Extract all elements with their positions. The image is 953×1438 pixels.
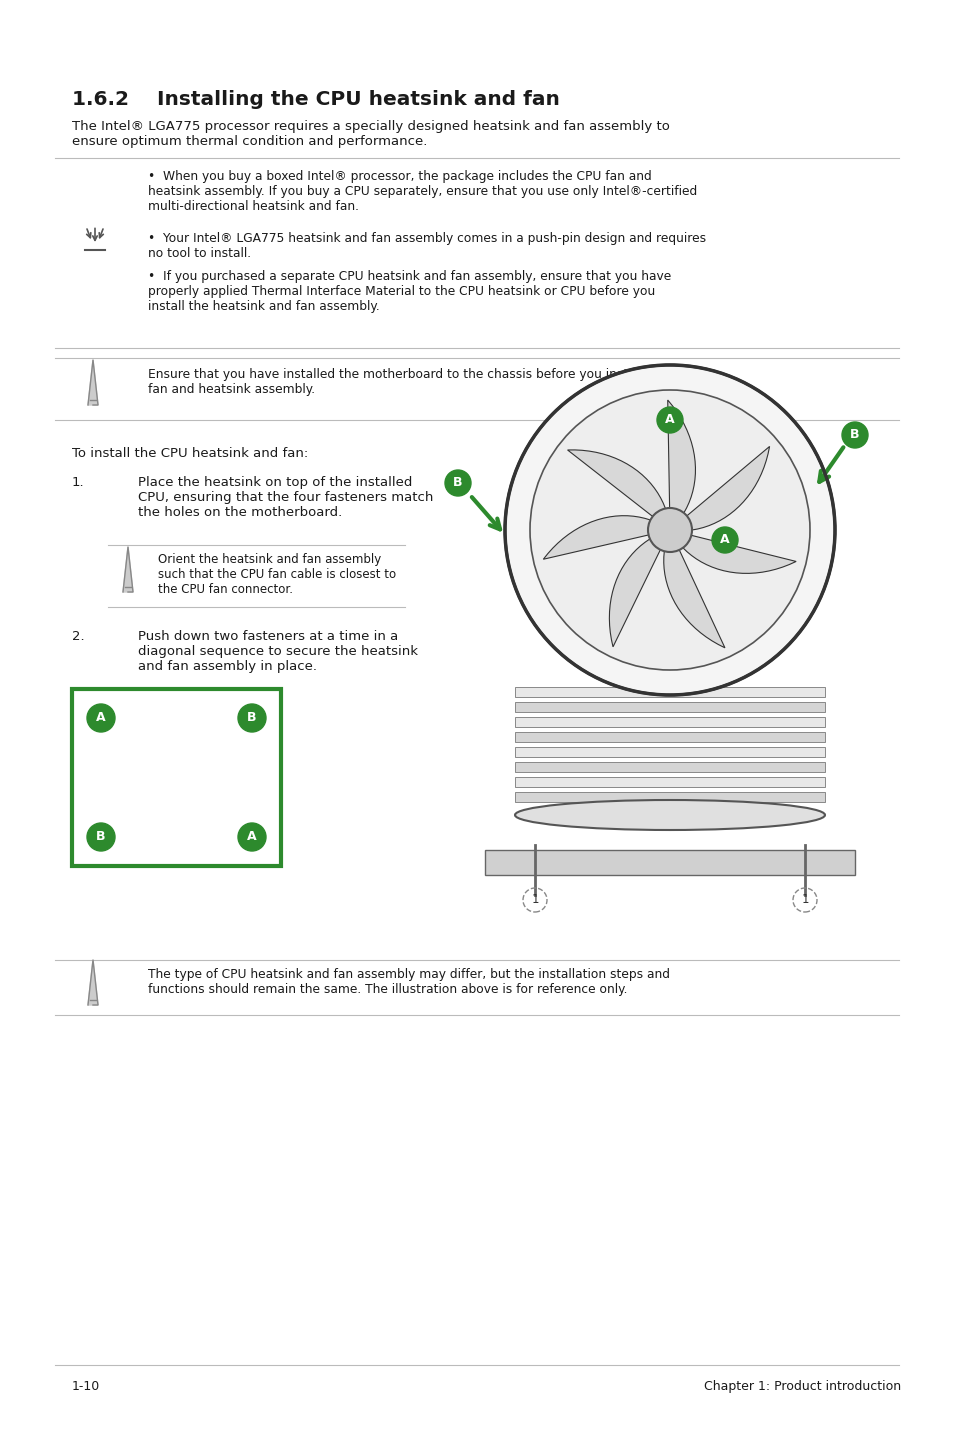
Bar	[515, 702, 824, 712]
Text: The type of CPU heatsink and fan assembly may differ, but the installation steps: The type of CPU heatsink and fan assembl…	[148, 968, 669, 997]
Polygon shape	[686, 446, 769, 531]
Text: To install the CPU heatsink and fan:: To install the CPU heatsink and fan:	[71, 447, 308, 460]
Text: •  Your Intel® LGA775 heatsink and fan assembly comes in a push-pin design and r: • Your Intel® LGA775 heatsink and fan as…	[148, 232, 705, 260]
Text: 1-10: 1-10	[71, 1380, 100, 1393]
Circle shape	[647, 508, 691, 552]
Text: Chapter 1: Product introduction: Chapter 1: Product introduction	[703, 1380, 901, 1393]
Circle shape	[87, 705, 115, 732]
Text: A: A	[720, 533, 729, 546]
Text: •  If you purchased a separate CPU heatsink and fan assembly, ensure that you ha: • If you purchased a separate CPU heatsi…	[148, 270, 671, 313]
Text: Place the heatsink on top of the installed
CPU, ensuring that the four fasteners: Place the heatsink on top of the install…	[138, 476, 433, 519]
Polygon shape	[609, 539, 659, 647]
Circle shape	[504, 365, 834, 695]
Circle shape	[237, 823, 266, 851]
Circle shape	[444, 470, 471, 496]
Polygon shape	[88, 360, 98, 406]
Polygon shape	[123, 546, 132, 592]
Text: A: A	[96, 712, 106, 725]
Text: A: A	[664, 414, 674, 427]
Text: The Intel® LGA775 processor requires a specially designed heatsink and fan assem: The Intel® LGA775 processor requires a s…	[71, 119, 669, 148]
Circle shape	[530, 390, 809, 670]
Text: B: B	[96, 831, 106, 844]
Polygon shape	[543, 516, 650, 559]
Text: •  When you buy a boxed Intel® processor, the package includes the CPU fan and
h: • When you buy a boxed Intel® processor,…	[148, 170, 697, 213]
Bar	[484, 850, 854, 874]
Text: 2.: 2.	[71, 630, 84, 643]
Text: 1: 1	[801, 893, 808, 906]
Text: B: B	[247, 712, 256, 725]
Bar	[515, 732, 824, 742]
Polygon shape	[663, 549, 724, 649]
Circle shape	[237, 705, 266, 732]
Circle shape	[657, 407, 682, 433]
Circle shape	[841, 421, 867, 449]
Text: Ensure that you have installed the motherboard to the chassis before you install: Ensure that you have installed the mothe…	[148, 368, 695, 395]
Bar	[515, 718, 824, 728]
Bar	[515, 746, 824, 756]
Text: B: B	[849, 429, 859, 441]
Bar	[515, 687, 824, 697]
Text: B: B	[453, 476, 462, 489]
Ellipse shape	[515, 800, 824, 830]
Polygon shape	[88, 961, 98, 1005]
Text: 1: 1	[531, 893, 538, 906]
Text: 1.: 1.	[71, 476, 84, 489]
Circle shape	[711, 526, 738, 554]
Text: A: A	[247, 831, 256, 844]
Polygon shape	[682, 535, 796, 574]
Bar	[515, 792, 824, 802]
Polygon shape	[667, 400, 695, 513]
Circle shape	[87, 823, 115, 851]
Text: Orient the heatsink and fan assembly
such that the CPU fan cable is closest to
t: Orient the heatsink and fan assembly suc…	[158, 554, 395, 595]
Text: Push down two fasteners at a time in a
diagonal sequence to secure the heatsink
: Push down two fasteners at a time in a d…	[138, 630, 417, 673]
Bar	[515, 777, 824, 787]
Text: 1.6.2    Installing the CPU heatsink and fan: 1.6.2 Installing the CPU heatsink and fa…	[71, 91, 558, 109]
FancyBboxPatch shape	[71, 689, 281, 866]
Polygon shape	[567, 450, 665, 516]
Bar	[515, 762, 824, 772]
